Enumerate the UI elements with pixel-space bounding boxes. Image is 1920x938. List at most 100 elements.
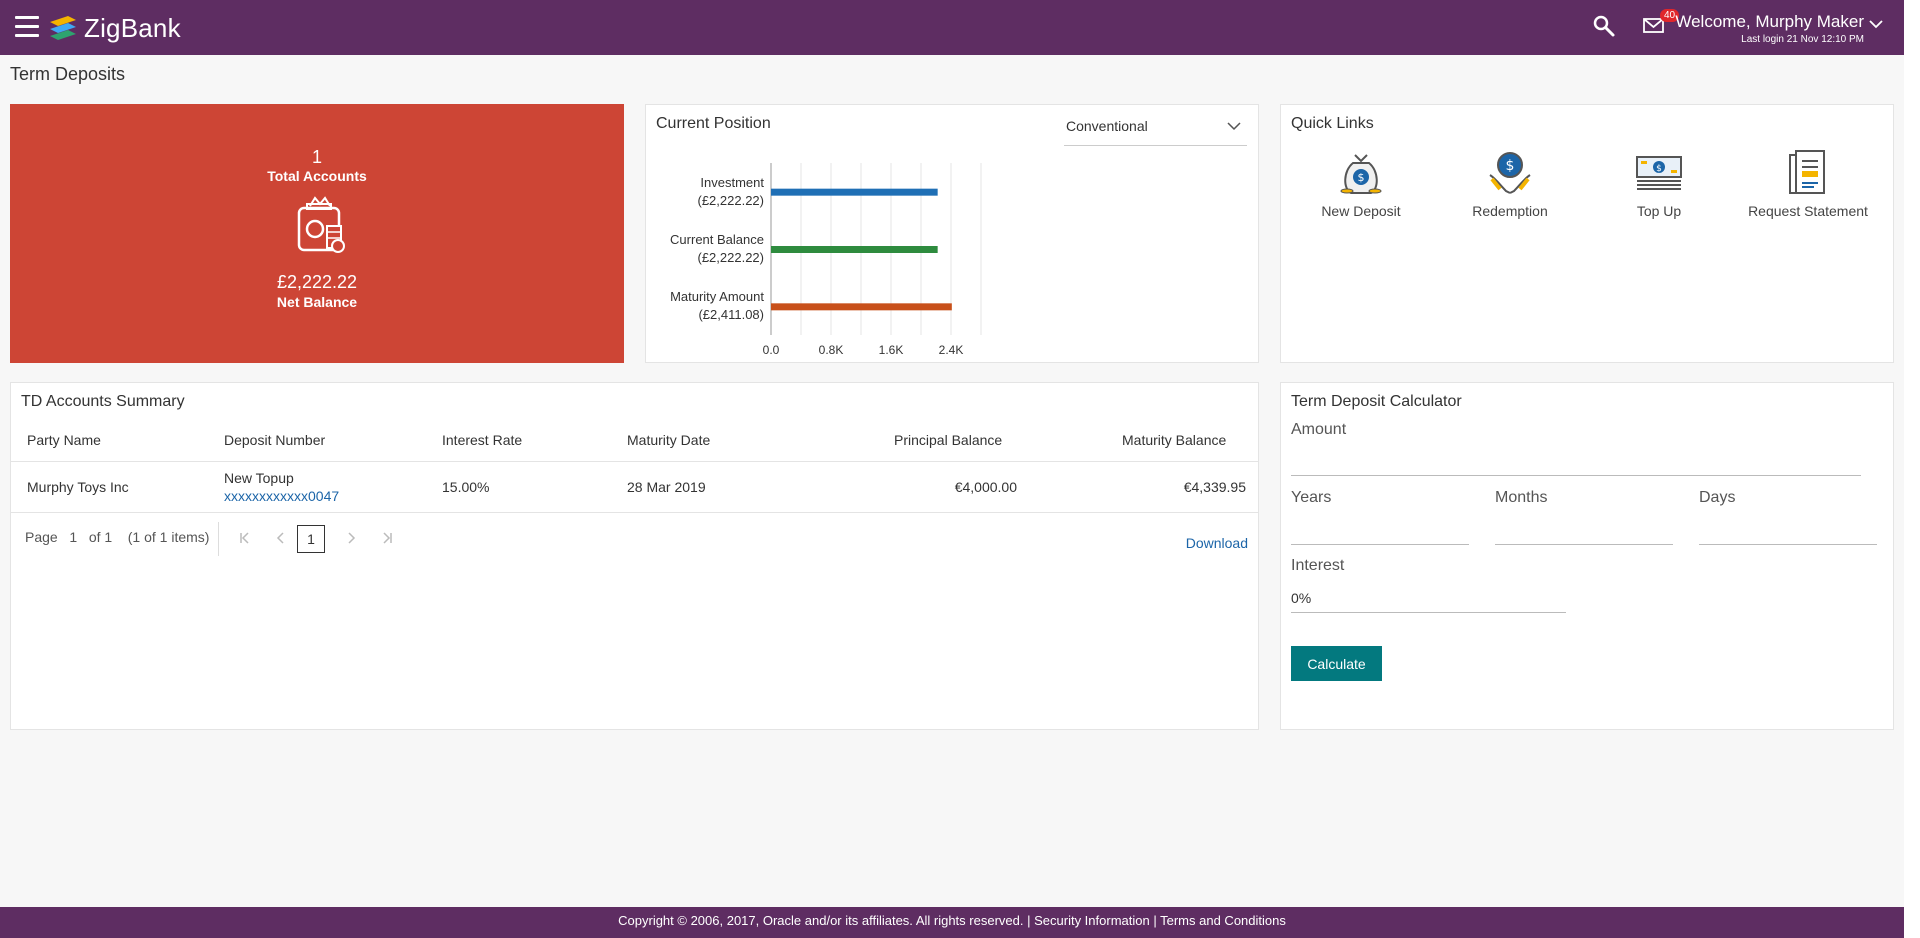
mail-icon[interactable] bbox=[1642, 14, 1668, 36]
days-label: Days bbox=[1699, 489, 1736, 506]
footer-separator: | bbox=[1027, 913, 1031, 928]
column-header-maturity-date[interactable]: Maturity Date bbox=[627, 432, 711, 448]
quick-link-redemption[interactable]: $ Redemption bbox=[1436, 149, 1584, 219]
column-header-deposit-number[interactable]: Deposit Number bbox=[224, 432, 326, 448]
total-accounts-label: Total Accounts bbox=[267, 168, 367, 184]
maturity-date-cell: 28 Mar 2019 bbox=[627, 479, 706, 495]
column-header-interest-rate[interactable]: Interest Rate bbox=[442, 432, 523, 448]
previous-page-button[interactable] bbox=[271, 528, 291, 548]
column-header-maturity-balance[interactable]: Maturity Balance bbox=[1122, 432, 1227, 448]
chart-category-label: Current Balance (£2,222.22) bbox=[646, 231, 764, 267]
security-information-link[interactable]: Security Information bbox=[1034, 913, 1150, 928]
current-position-chart: 0.0 0.8K 1.6K 2.4K Investment (£2,222.22) Cur… bbox=[646, 155, 1046, 355]
chart-x-tick-label: 0.8K bbox=[819, 343, 844, 355]
menu-icon[interactable] bbox=[15, 16, 39, 38]
search-icon[interactable] bbox=[1592, 14, 1616, 38]
days-input[interactable] bbox=[1699, 515, 1877, 545]
chart-x-tick-label: 0.0 bbox=[763, 343, 780, 355]
deposit-number-link[interactable]: xxxxxxxxxxxx0047 bbox=[224, 488, 340, 504]
chart-category-name: Investment bbox=[700, 174, 764, 190]
zigbank-logo-icon bbox=[50, 16, 76, 40]
chart-category-name: Maturity Amount bbox=[670, 289, 764, 305]
footer: Copyright © 2006, 2017, Oracle and/or it… bbox=[0, 907, 1904, 938]
brand-logo[interactable]: ZigBank bbox=[48, 12, 181, 44]
chevron-down-icon bbox=[1227, 122, 1241, 131]
calculate-button[interactable]: Calculate bbox=[1291, 646, 1382, 681]
svg-text:$: $ bbox=[1358, 171, 1365, 184]
quick-links-card: Quick Links $ New Deposit $ Redemption $ bbox=[1280, 104, 1894, 363]
user-menu[interactable]: Welcome, Murphy Maker Last login 21 Nov … bbox=[1675, 12, 1864, 45]
chart-category-value: (£2,411.08) bbox=[698, 307, 764, 323]
footer-separator: | bbox=[1153, 913, 1157, 928]
quick-link-top-up[interactable]: $ Top Up bbox=[1585, 149, 1733, 219]
chevron-right-icon bbox=[348, 532, 356, 544]
chart-bar[interactable] bbox=[771, 303, 952, 311]
svg-text:$: $ bbox=[1506, 158, 1515, 174]
copyright-text: Copyright © 2006, 2017, Oracle and/or it… bbox=[618, 913, 1024, 928]
last-login-text: Last login 21 Nov 12:10 PM bbox=[1741, 34, 1864, 45]
chart-category-label: Maturity Amount (£2,411.08) bbox=[646, 288, 764, 324]
page-total: of 1 bbox=[88, 529, 113, 545]
interest-rate-cell: 15.00% bbox=[442, 479, 490, 495]
chart-svg: 0.0 0.8K 1.6K 2.4K bbox=[763, 163, 982, 355]
current-position-card: Current Position Conventional 0.0 0.8K 1.6… bbox=[645, 104, 1259, 363]
divider bbox=[11, 512, 1258, 513]
items-count: (1 of 1 items) bbox=[127, 529, 210, 545]
interest-input[interactable] bbox=[1291, 583, 1566, 613]
years-input[interactable] bbox=[1291, 515, 1469, 545]
svg-text:$: $ bbox=[1656, 164, 1662, 174]
total-accounts-count: 1 bbox=[311, 147, 322, 167]
amount-label: Amount bbox=[1291, 421, 1347, 438]
quick-link-new-deposit[interactable]: $ New Deposit bbox=[1287, 149, 1435, 219]
divider bbox=[218, 522, 219, 556]
deposit-type-select[interactable]: Conventional bbox=[1064, 113, 1247, 146]
chart-category-label: Investment (£2,222.22) bbox=[646, 174, 765, 210]
chart-category-value: (£2,222.22) bbox=[697, 250, 765, 265]
last-page-button[interactable] bbox=[377, 528, 397, 548]
chart-x-tick-label: 2.4K bbox=[939, 343, 964, 355]
top-header: ZigBank 40 Welcome, Murphy Maker Last lo… bbox=[0, 0, 1904, 55]
chart-bar[interactable] bbox=[771, 246, 938, 253]
download-link[interactable]: Download bbox=[1185, 535, 1248, 551]
months-input[interactable] bbox=[1495, 515, 1673, 545]
deposit-type-value: Conventional bbox=[1066, 118, 1148, 134]
quick-links-title: Quick Links bbox=[1291, 115, 1374, 132]
summary-title: TD Accounts Summary bbox=[21, 393, 185, 410]
next-page-button[interactable] bbox=[341, 528, 361, 548]
first-page-icon bbox=[240, 532, 249, 544]
principal-balance-cell: €4,000.00 bbox=[954, 479, 1017, 495]
page-label: Page bbox=[25, 529, 58, 545]
pagination-info: Page 1 of 1 (1 of 1 items) bbox=[25, 529, 209, 545]
welcome-text: Welcome, Murphy Maker bbox=[1675, 12, 1864, 31]
scrollbar[interactable] bbox=[1904, 0, 1920, 938]
amount-input[interactable] bbox=[1291, 446, 1861, 476]
current-position-title: Current Position bbox=[656, 115, 771, 132]
deposit-name-cell: New Topup bbox=[224, 470, 294, 486]
quick-link-request-statement[interactable]: Request Statement bbox=[1734, 149, 1882, 219]
first-page-button[interactable] bbox=[235, 528, 255, 548]
chevron-left-icon bbox=[276, 532, 284, 544]
chevron-down-icon[interactable] bbox=[1868, 18, 1884, 30]
chart-bar[interactable] bbox=[771, 188, 938, 196]
terms-and-conditions-link[interactable]: Terms and Conditions bbox=[1160, 913, 1286, 928]
months-label: Months bbox=[1495, 489, 1548, 506]
net-balance-amount: £2,222.22 bbox=[276, 272, 358, 292]
maturity-balance-cell: €4,339.95 bbox=[1183, 479, 1246, 495]
calculator-title: Term Deposit Calculator bbox=[1291, 393, 1462, 410]
chart-category-value: (£2,222.22) bbox=[697, 192, 765, 208]
years-label: Years bbox=[1291, 489, 1332, 506]
column-header-party-name[interactable]: Party Name bbox=[27, 432, 101, 448]
chart-category-name: Current Balance bbox=[670, 232, 764, 247]
deposit-bag-icon bbox=[297, 196, 345, 253]
interest-label: Interest bbox=[1291, 557, 1345, 574]
current-page-button[interactable]: 1 bbox=[297, 525, 325, 553]
divider bbox=[11, 461, 1258, 462]
chart-x-tick-label: 1.6K bbox=[879, 343, 904, 355]
column-header-principal-balance[interactable]: Principal Balance bbox=[894, 432, 1003, 448]
quick-link-label: New Deposit bbox=[1321, 203, 1401, 219]
redemption-icon: $ bbox=[1489, 152, 1531, 194]
brand-name: ZigBank bbox=[84, 12, 181, 43]
page-title: Term Deposits bbox=[10, 64, 126, 84]
quick-link-label: Top Up bbox=[1636, 203, 1682, 219]
last-page-icon bbox=[383, 532, 392, 544]
